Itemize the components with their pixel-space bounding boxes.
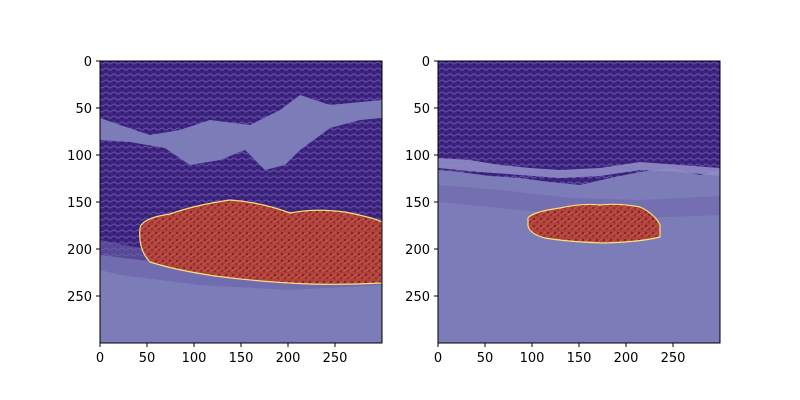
left-panel: 0 50 100 150 200 250 0 50 100 150 200 25…	[67, 55, 383, 366]
left-y-tick-0: 0	[84, 55, 92, 70]
left-y-tick-50: 50	[75, 102, 92, 117]
left-x-axis: 0 50 100 150 200 250	[96, 343, 348, 366]
right-x-tick-100: 100	[520, 351, 545, 366]
right-y-tick-0: 0	[422, 55, 430, 70]
left-y-tick-250: 250	[67, 290, 92, 305]
right-image	[438, 61, 720, 343]
left-y-axis: 0 50 100 150 200 250	[67, 55, 100, 305]
left-x-tick-50: 50	[139, 351, 156, 366]
left-x-tick-150: 150	[229, 351, 254, 366]
right-x-tick-50: 50	[477, 351, 494, 366]
right-y-tick-250: 250	[405, 290, 430, 305]
left-y-tick-200: 200	[67, 243, 92, 258]
left-x-tick-100: 100	[182, 351, 207, 366]
left-x-tick-250: 250	[323, 351, 348, 366]
right-x-axis: 0 50 100 150 200 250	[434, 343, 686, 366]
left-y-tick-100: 100	[67, 149, 92, 164]
right-mask-region	[527, 203, 661, 244]
left-mask-region	[139, 199, 382, 285]
right-y-tick-200: 200	[405, 243, 430, 258]
right-panel: 0 50 100 150 200 250 0 50 100 150 200 25…	[405, 55, 721, 366]
left-y-tick-150: 150	[67, 196, 92, 211]
left-image	[100, 61, 382, 343]
right-x-tick-0: 0	[434, 351, 442, 366]
left-x-tick-0: 0	[96, 351, 104, 366]
right-x-tick-150: 150	[567, 351, 592, 366]
left-x-tick-200: 200	[276, 351, 301, 366]
right-y-axis: 0 50 100 150 200 250	[405, 55, 438, 305]
right-y-tick-100: 100	[405, 149, 430, 164]
right-y-tick-50: 50	[413, 102, 430, 117]
right-x-tick-250: 250	[661, 351, 686, 366]
right-x-tick-200: 200	[614, 351, 639, 366]
right-y-tick-150: 150	[405, 196, 430, 211]
